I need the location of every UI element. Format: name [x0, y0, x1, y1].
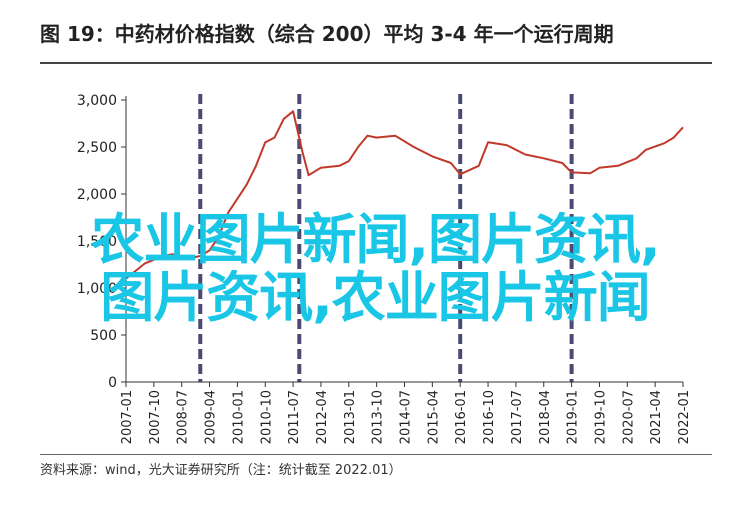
x-tick-label: 2011-07 — [287, 390, 302, 444]
x-tick-label: 2021-04 — [649, 390, 664, 444]
overlay-caption-line-1: 农业图片新闻,图片资讯, — [90, 208, 660, 271]
bottom-rule — [40, 454, 712, 455]
x-tick-label: 2016-01 — [454, 390, 469, 444]
y-tick-label: 3,000 — [77, 93, 117, 109]
y-axis-ticks: 0 500 1,000 1,500 2,000 2,500 3,000 — [77, 93, 126, 391]
source-note: 资料来源：wind，光大证券研究所（注：统计截至 2022.01） — [40, 463, 402, 478]
y-tick-label: 0 — [108, 375, 117, 391]
x-tick-label: 2014-07 — [399, 390, 414, 444]
y-tick-label: 2,000 — [77, 187, 117, 203]
y-tick-label: 1,000 — [77, 281, 117, 297]
chart-title: 图 19：中药材价格指数（综合 200）平均 3-4 年一个运行周期 — [40, 22, 614, 46]
x-tick-label: 2015-04 — [426, 390, 441, 444]
x-tick-label: 2012-04 — [315, 390, 330, 444]
x-tick-label: 2019-10 — [593, 390, 608, 444]
x-tick-label: 2008-07 — [176, 390, 191, 444]
x-tick-label: 2019-01 — [566, 390, 581, 444]
x-axis-ticks: 2007-01 2007-10 2008-07 2009-04 2010-01 2010-… — [120, 382, 692, 444]
x-tick-label: 2007-01 — [120, 390, 135, 444]
x-tick-label: 2007-10 — [148, 390, 163, 444]
top-rule — [40, 62, 712, 64]
overlay-caption-line-2: 图片资讯,农业图片新闻 — [100, 266, 651, 329]
x-tick-label: 2016-10 — [482, 390, 497, 444]
x-tick-label: 2017-07 — [510, 390, 525, 444]
x-tick-label: 2010-01 — [231, 390, 246, 444]
series-line — [125, 110, 684, 280]
x-tick-label: 2013-10 — [371, 390, 386, 444]
x-tick-label: 2010-10 — [259, 390, 274, 444]
x-tick-label: 2009-04 — [204, 390, 219, 444]
x-tick-label: 2013-01 — [343, 390, 358, 444]
x-tick-label: 2020-07 — [621, 390, 636, 444]
y-tick-label: 500 — [90, 328, 117, 344]
y-tick-label: 1,500 — [77, 234, 117, 250]
series-layer — [125, 110, 684, 280]
x-tick-label: 2018-04 — [538, 390, 553, 444]
x-tick-label: 2022-01 — [677, 390, 692, 444]
y-tick-label: 2,500 — [77, 140, 117, 156]
